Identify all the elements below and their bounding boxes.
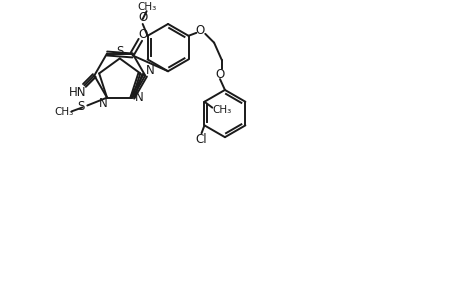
Text: HN: HN [69, 86, 86, 99]
Text: N: N [146, 64, 154, 77]
Text: N: N [99, 97, 107, 110]
Text: CH₃: CH₃ [137, 2, 156, 12]
Text: Cl: Cl [195, 133, 207, 146]
Text: S: S [78, 100, 85, 113]
Text: S: S [116, 45, 123, 58]
Text: O: O [195, 24, 205, 38]
Text: CH₃: CH₃ [54, 107, 73, 117]
Text: O: O [215, 68, 224, 81]
Text: CH₃: CH₃ [212, 105, 231, 115]
Text: O: O [138, 28, 148, 41]
Text: N: N [134, 91, 143, 104]
Text: O: O [138, 11, 147, 24]
